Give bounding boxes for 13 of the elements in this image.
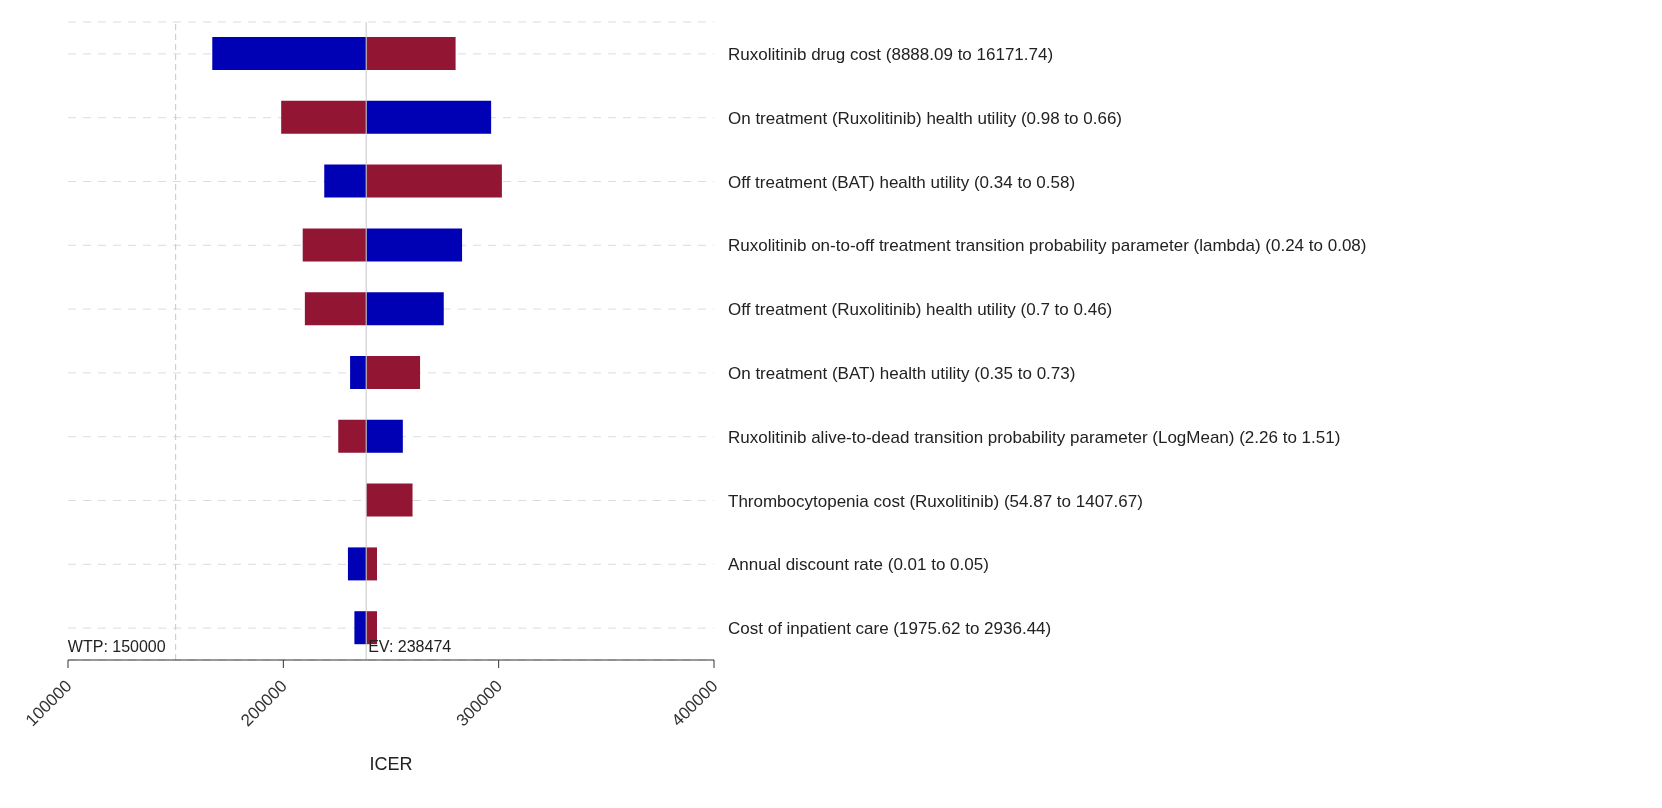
x-axis-title: ICER bbox=[369, 754, 413, 774]
ref-line-label: WTP: 150000 bbox=[67, 638, 166, 655]
y-tick-label: Thrombocytopenia cost (Ruxolitinib) (54.87 to 1407.67) bbox=[728, 491, 1143, 511]
y-tick-label: On treatment (Ruxolitinib) health utility (0.98 to 0.66) bbox=[728, 108, 1123, 128]
ref-line-label: EV: 238474 bbox=[368, 638, 452, 655]
y-tick-label: Ruxolitinib on-to-off treatment transition probability parameter (lambda) (0.24 to 0.08) bbox=[728, 236, 1367, 256]
y-tick-label: Ruxolitinib drug cost (8888.09 to 16171.74) bbox=[728, 44, 1054, 64]
y-tick-label: Off treatment (BAT) health utility (0.34 to 0.58) bbox=[728, 172, 1076, 192]
y-tick-label: Ruxolitinib alive-to-dead transition probability parameter (LogMean) (2.26 to 1.51) bbox=[728, 427, 1341, 447]
y-tick-label: On treatment (BAT) health utility (0.35 to 0.73) bbox=[728, 363, 1076, 383]
y-tick-label: Off treatment (Ruxolitinib) health utility (0.7 to 0.46) bbox=[728, 300, 1113, 320]
y-tick-label: Annual discount rate (0.01 to 0.05) bbox=[728, 555, 989, 575]
y-tick-label: Cost of inpatient care (1975.62 to 2936.44) bbox=[728, 619, 1052, 639]
